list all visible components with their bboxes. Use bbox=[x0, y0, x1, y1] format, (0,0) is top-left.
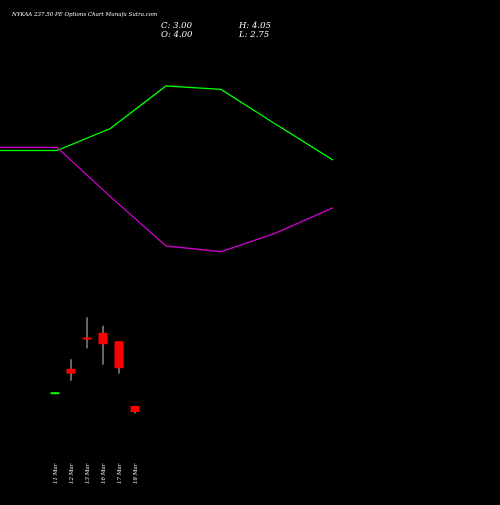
open-value: O: 4.00 bbox=[161, 30, 193, 40]
date-labels: 11 Mar 12 Mar 13 Mar 16 Mar 17 Mar 18 Mar bbox=[53, 463, 139, 484]
date-label: 12 Mar bbox=[69, 463, 75, 484]
candle-18-mar bbox=[130, 405, 140, 414]
date-label: 18 Mar bbox=[133, 463, 139, 484]
series-lines bbox=[0, 85, 334, 253]
candle-13-mar bbox=[82, 317, 92, 349]
date-label: 13 Mar bbox=[85, 463, 91, 484]
candle-body bbox=[66, 368, 76, 374]
candle-body bbox=[50, 392, 60, 395]
candle-body bbox=[82, 337, 92, 340]
candle-17-mar bbox=[114, 341, 124, 374]
candle-12-mar bbox=[66, 359, 76, 381]
high-value: H: 4.05 bbox=[238, 21, 271, 31]
candle-11-mar bbox=[50, 392, 60, 395]
candles bbox=[50, 317, 140, 414]
date-label: 17 Mar bbox=[117, 463, 123, 484]
candle-body bbox=[114, 341, 124, 369]
series-line-magenta bbox=[0, 146, 334, 253]
date-label: 11 Mar bbox=[53, 463, 59, 484]
date-label: 16 Mar bbox=[101, 463, 107, 484]
candle-body bbox=[98, 332, 108, 345]
candle-16-mar bbox=[98, 325, 108, 365]
series-line-green bbox=[0, 85, 334, 161]
close-value: C: 3.00 bbox=[161, 21, 193, 31]
low-value: L: 2.75 bbox=[238, 30, 269, 40]
chart-title: NYKAA 237.50 PE Options Chart Munafa Sut… bbox=[11, 12, 157, 18]
candle-body bbox=[130, 406, 140, 412]
